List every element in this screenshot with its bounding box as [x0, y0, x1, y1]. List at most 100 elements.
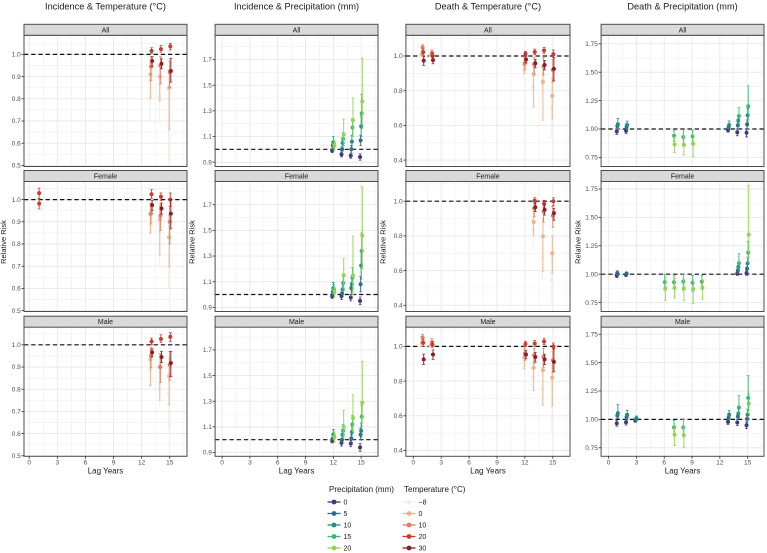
svg-text:12: 12 [330, 460, 338, 467]
svg-text:0.7: 0.7 [12, 118, 21, 125]
svg-text:0: 0 [419, 511, 423, 518]
svg-text:Female: Female [285, 174, 308, 181]
svg-text:1.00: 1.00 [585, 417, 598, 424]
svg-text:All: All [293, 27, 301, 34]
svg-text:6: 6 [467, 460, 471, 467]
svg-text:0.75: 0.75 [585, 155, 598, 162]
svg-text:1.50: 1.50 [585, 215, 598, 222]
svg-text:0.8: 0.8 [394, 233, 403, 240]
svg-text:0: 0 [344, 499, 348, 506]
svg-text:9: 9 [495, 460, 499, 467]
svg-text:0.6: 0.6 [394, 413, 403, 420]
svg-text:Precipitation (mm): Precipitation (mm) [329, 485, 394, 494]
svg-text:Relative Risk: Relative Risk [188, 220, 197, 264]
svg-text:0.8: 0.8 [12, 241, 21, 248]
svg-text:1.5: 1.5 [203, 228, 212, 235]
svg-text:Death & Temperature (°C): Death & Temperature (°C) [435, 1, 541, 11]
svg-text:1.50: 1.50 [585, 360, 598, 367]
svg-text:Temperature (°C): Temperature (°C) [404, 485, 466, 494]
svg-text:Relative Risk: Relative Risk [0, 220, 8, 264]
svg-text:1.75: 1.75 [585, 186, 598, 193]
svg-text:1.25: 1.25 [585, 98, 598, 105]
svg-text:0.7: 0.7 [12, 263, 21, 270]
svg-text:Relative Risk: Relative Risk [574, 220, 583, 264]
svg-text:0.4: 0.4 [394, 303, 403, 310]
svg-text:All: All [679, 27, 687, 34]
svg-text:15: 15 [549, 460, 557, 467]
svg-text:6: 6 [662, 460, 666, 467]
svg-text:20: 20 [419, 534, 427, 541]
svg-text:0.9: 0.9 [12, 219, 21, 226]
svg-text:15: 15 [166, 460, 174, 467]
svg-text:0: 0 [220, 460, 224, 467]
svg-text:15: 15 [744, 460, 752, 467]
svg-text:9: 9 [690, 460, 694, 467]
svg-text:Female: Female [671, 174, 694, 181]
svg-text:0.9: 0.9 [203, 305, 212, 312]
svg-text:9: 9 [304, 460, 308, 467]
svg-text:1.3: 1.3 [203, 398, 212, 405]
svg-text:1.0: 1.0 [394, 344, 403, 351]
svg-text:0.5: 0.5 [12, 163, 21, 170]
svg-text:Lag Years: Lag Years [279, 467, 315, 476]
svg-text:0.9: 0.9 [203, 450, 212, 457]
svg-text:0.6: 0.6 [394, 123, 403, 130]
svg-text:5: 5 [344, 511, 348, 518]
svg-text:0.6: 0.6 [12, 140, 21, 147]
svg-text:0.5: 0.5 [12, 308, 21, 315]
svg-text:0.75: 0.75 [585, 445, 598, 452]
svg-text:15: 15 [344, 534, 352, 541]
svg-text:0.6: 0.6 [394, 268, 403, 275]
svg-text:12: 12 [138, 460, 146, 467]
svg-text:12: 12 [716, 460, 724, 467]
svg-text:1.00: 1.00 [585, 126, 598, 133]
svg-text:0.9: 0.9 [12, 74, 21, 81]
svg-text:Death & Precipitation (mm): Death & Precipitation (mm) [627, 1, 737, 11]
svg-text:6: 6 [276, 460, 280, 467]
svg-text:All: All [102, 27, 110, 34]
svg-text:10: 10 [419, 522, 427, 529]
svg-text:9: 9 [112, 460, 116, 467]
svg-text:1.00: 1.00 [585, 271, 598, 278]
svg-text:Male: Male [480, 319, 495, 326]
svg-text:0.9: 0.9 [12, 364, 21, 371]
svg-text:3: 3 [55, 460, 59, 467]
svg-text:Male: Male [98, 319, 113, 326]
svg-text:12: 12 [521, 460, 529, 467]
svg-text:1.0: 1.0 [12, 197, 21, 204]
svg-text:1.7: 1.7 [203, 202, 212, 209]
svg-text:Incidence & Temperature (°C): Incidence & Temperature (°C) [45, 1, 166, 11]
svg-text:0.4: 0.4 [394, 157, 403, 164]
svg-text:Incidence & Precipitation (mm): Incidence & Precipitation (mm) [234, 1, 359, 11]
svg-text:Lag Years: Lag Years [88, 467, 124, 476]
svg-text:Relative Risk: Relative Risk [379, 220, 388, 264]
svg-text:1.1: 1.1 [203, 424, 212, 431]
svg-text:1.25: 1.25 [585, 388, 598, 395]
svg-text:Lag Years: Lag Years [665, 467, 701, 476]
svg-text:1.0: 1.0 [394, 53, 403, 60]
svg-text:30: 30 [419, 545, 427, 552]
svg-text:1.50: 1.50 [585, 69, 598, 76]
svg-text:Lag Years: Lag Years [470, 467, 506, 476]
svg-text:1.1: 1.1 [203, 279, 212, 286]
svg-text:0: 0 [411, 460, 415, 467]
svg-text:1.25: 1.25 [585, 243, 598, 250]
svg-text:All: All [484, 27, 492, 34]
svg-text:10: 10 [344, 522, 352, 529]
svg-text:−8: −8 [419, 499, 427, 506]
svg-text:0.8: 0.8 [394, 378, 403, 385]
svg-text:1.0: 1.0 [12, 52, 21, 59]
svg-text:1.1: 1.1 [203, 134, 212, 141]
svg-text:3: 3 [439, 460, 443, 467]
svg-text:0.5: 0.5 [12, 453, 21, 460]
svg-text:3: 3 [635, 460, 639, 467]
svg-text:0.6: 0.6 [12, 286, 21, 293]
svg-text:0: 0 [607, 460, 611, 467]
svg-text:1.0: 1.0 [394, 198, 403, 205]
svg-text:0.8: 0.8 [12, 96, 21, 103]
svg-text:15: 15 [358, 460, 366, 467]
svg-text:Female: Female [476, 174, 499, 181]
svg-text:1.3: 1.3 [203, 253, 212, 260]
svg-text:1.75: 1.75 [585, 41, 598, 48]
svg-text:0.7: 0.7 [12, 409, 21, 416]
